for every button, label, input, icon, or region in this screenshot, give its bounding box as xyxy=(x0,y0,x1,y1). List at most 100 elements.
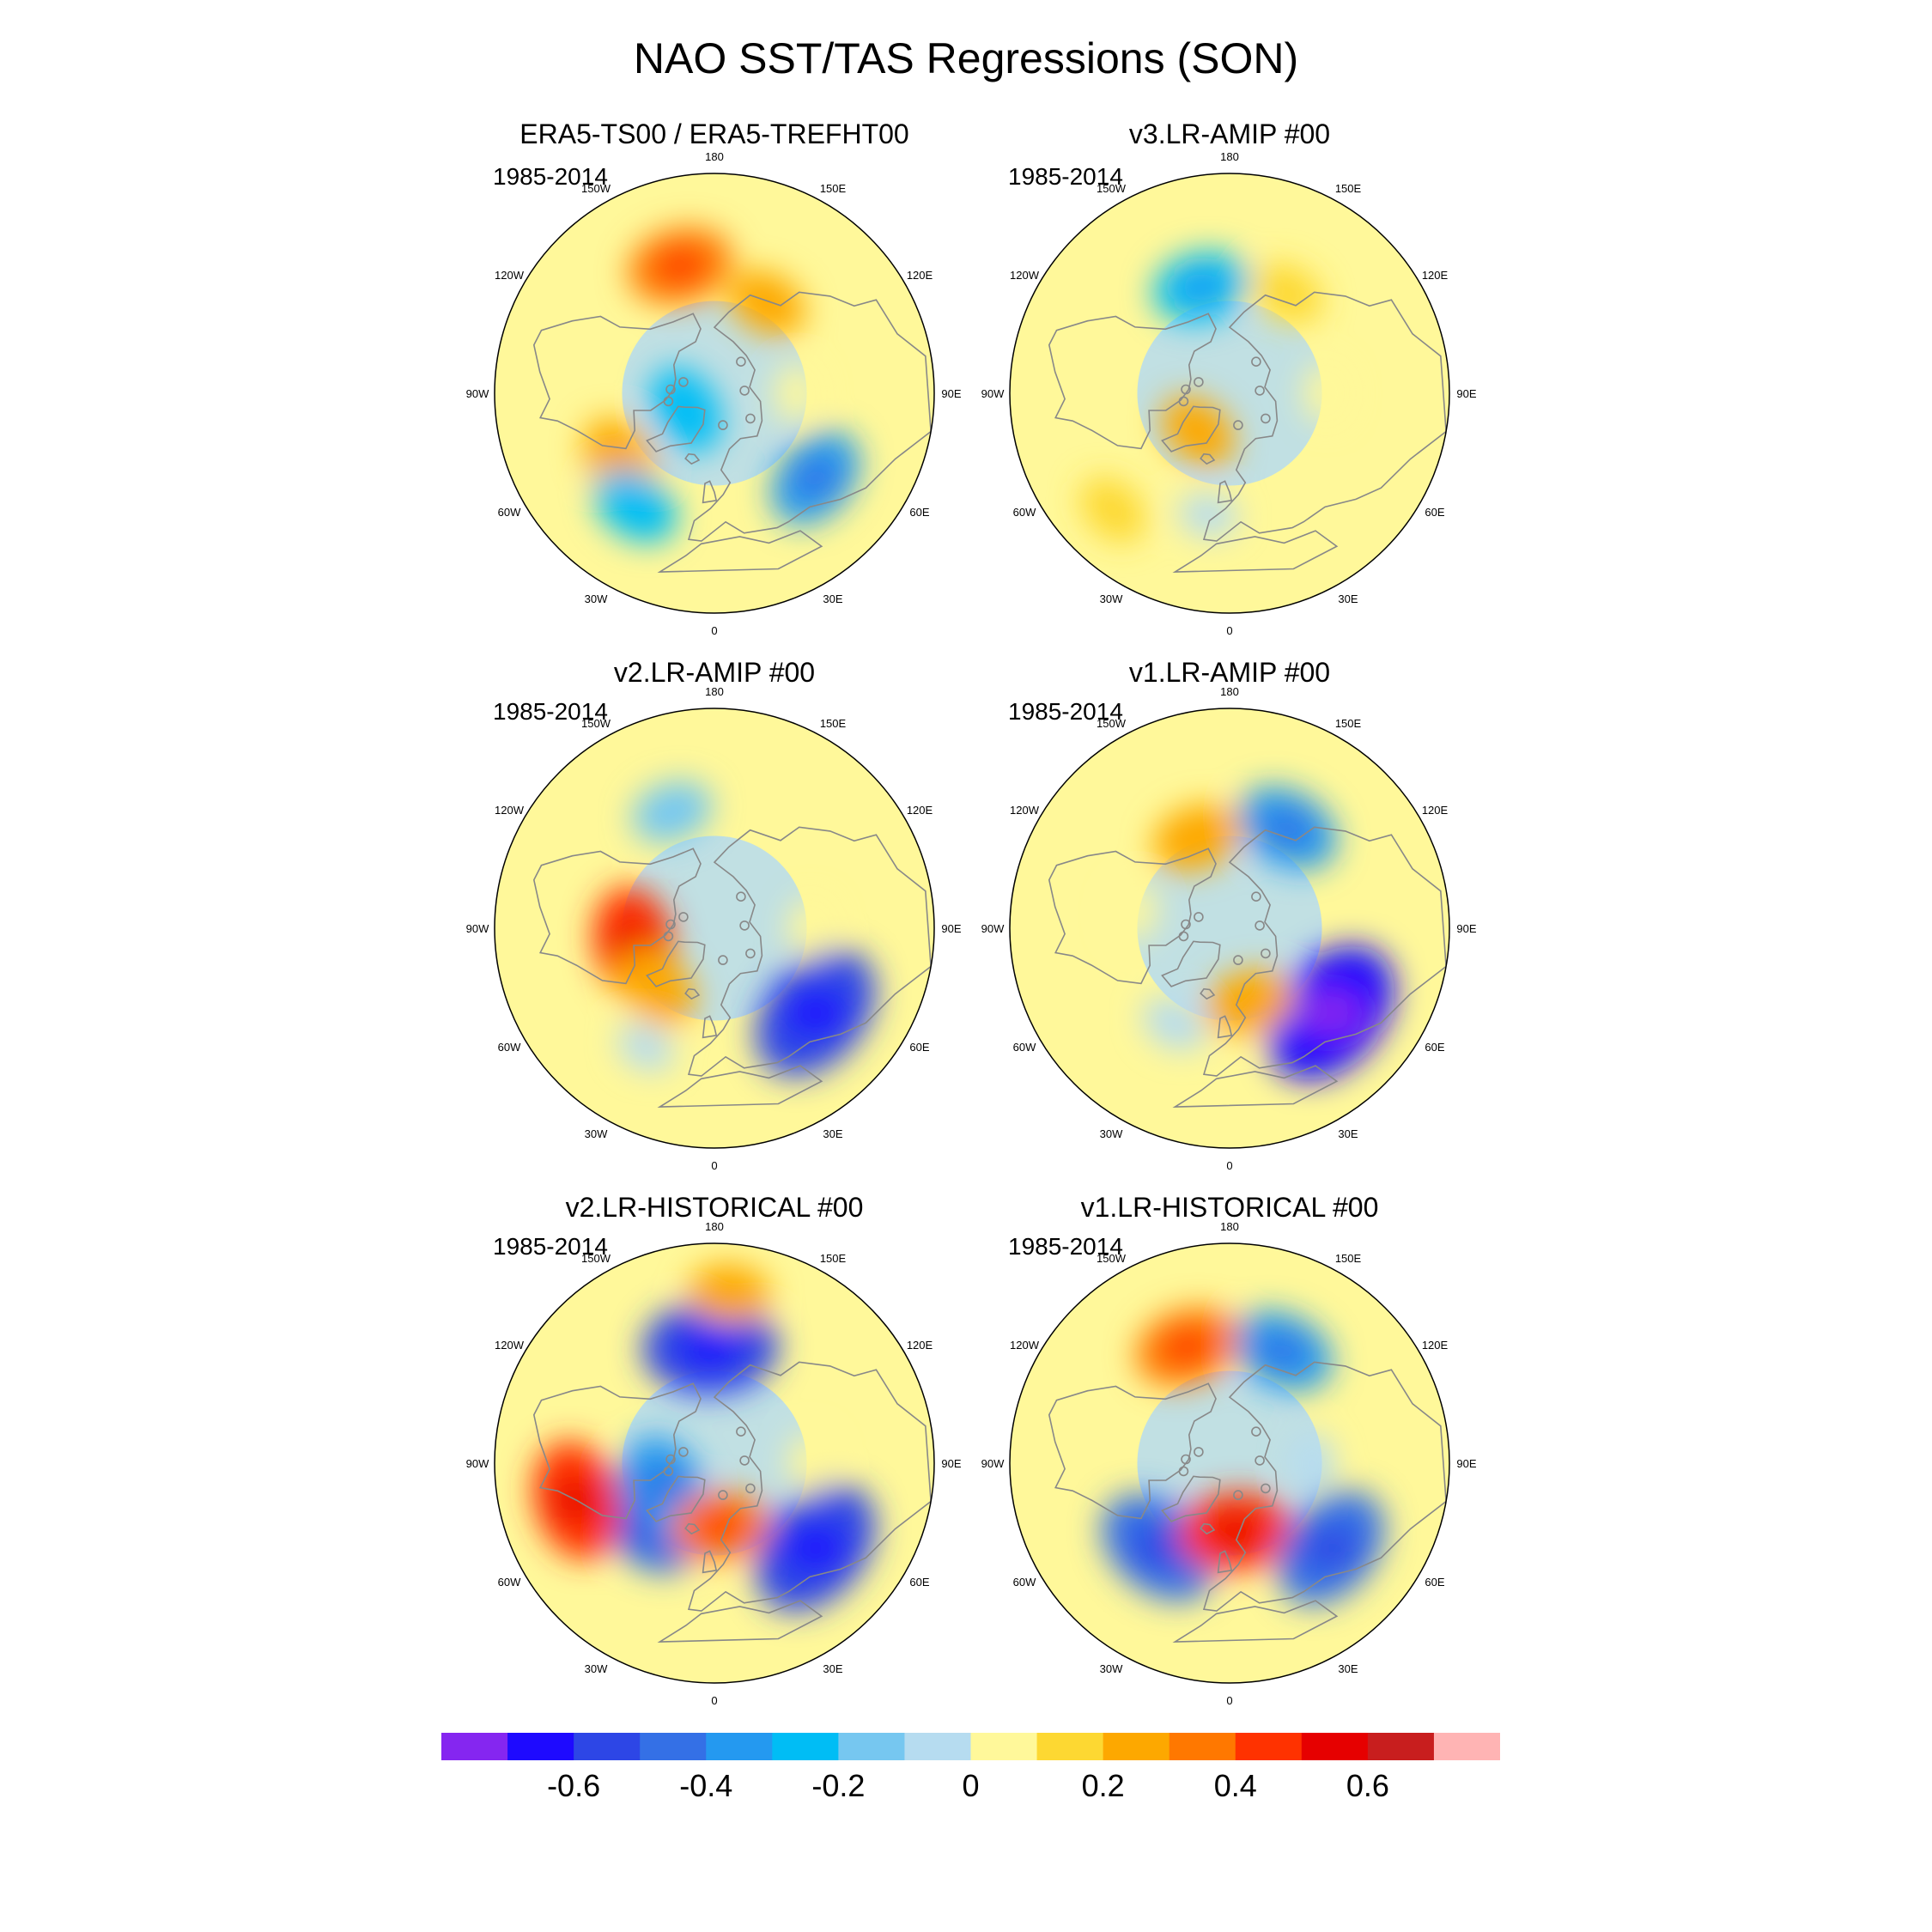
arctic-island xyxy=(1178,396,1189,407)
longitude-label: 150W xyxy=(1097,1252,1127,1265)
colorbar-swatch xyxy=(904,1733,972,1760)
longitude-label: 150E xyxy=(820,182,847,195)
coastlines xyxy=(1048,1361,1447,1643)
panel-period: 1985-2014 xyxy=(493,698,608,725)
colorbar-swatch xyxy=(1433,1733,1500,1760)
anomaly-north-pacific xyxy=(1152,804,1241,872)
coastline-africa-north xyxy=(657,530,823,573)
arctic-field xyxy=(622,301,807,486)
longitude-label: 120E xyxy=(1422,804,1449,817)
anomaly-core-north-pacific-east xyxy=(1163,1330,1212,1364)
coastline-iceland xyxy=(1200,987,1216,1000)
arctic-island xyxy=(1181,919,1191,930)
longitude-label: 180 xyxy=(705,685,724,698)
longitude-label: 60E xyxy=(1425,506,1444,519)
map-border xyxy=(1009,173,1450,614)
anomaly-core-east-siberia xyxy=(1263,811,1311,845)
anomaly-north-atlantic xyxy=(1143,996,1206,1051)
longitude-label: 30W xyxy=(585,1127,608,1140)
coastline-eurasia xyxy=(687,1361,932,1612)
longitude-label: 90E xyxy=(941,387,961,400)
panel-title: v3.LR-AMIP #00 xyxy=(1128,118,1331,149)
arctic-island xyxy=(1261,948,1271,959)
longitude-label: 150W xyxy=(581,1252,611,1265)
coastline-africa-north xyxy=(657,1065,823,1108)
longitude-label: 90W xyxy=(466,922,489,935)
longitude-label: 90E xyxy=(1456,387,1476,400)
longitude-label: 150E xyxy=(1335,182,1362,195)
arctic-island xyxy=(1194,912,1204,922)
anomaly-core-norwegian-sea xyxy=(697,1510,743,1542)
arctic-island xyxy=(1251,356,1261,368)
arctic-island xyxy=(736,891,746,902)
anomaly-canada xyxy=(1113,882,1157,941)
longitude-label: 60E xyxy=(1425,1041,1444,1054)
colorbar-swatch xyxy=(1367,1733,1435,1760)
longitude-label: 0 xyxy=(1226,1159,1232,1172)
coastline-greenland xyxy=(1161,405,1221,453)
longitude-label: 120E xyxy=(907,804,933,817)
longitude-label: 0 xyxy=(711,1694,717,1707)
colorbar-swatch xyxy=(1103,1733,1170,1760)
anomaly-core-norwegian-sea xyxy=(1210,1514,1261,1550)
coastline-uk xyxy=(702,480,718,504)
longitude-label: 150E xyxy=(1335,717,1362,730)
longitude-label: 180 xyxy=(1220,685,1239,698)
arctic-island xyxy=(663,931,674,942)
anomaly-north-pacific xyxy=(632,781,713,843)
panel-period: 1985-2014 xyxy=(493,1233,608,1260)
longitude-label: 60E xyxy=(909,1576,929,1589)
coastline-eurasia xyxy=(1202,1361,1447,1612)
map-border xyxy=(1009,708,1450,1149)
longitude-label: 30E xyxy=(823,1127,842,1140)
anomaly-core-caspian xyxy=(792,461,840,495)
colorbar: -0.6 -0.4 -0.2 0 0.2 0.4 0.6 xyxy=(441,1733,1500,1803)
longitude-label: 120W xyxy=(495,269,525,282)
coastline-africa-north xyxy=(1172,1600,1339,1643)
arctic-island xyxy=(665,1454,676,1465)
coastline-north-america xyxy=(532,848,702,985)
longitude-label: 60W xyxy=(1013,1041,1036,1054)
anomaly-east-atlantic xyxy=(1178,493,1238,538)
arctic-island xyxy=(1181,384,1191,395)
map-border xyxy=(494,1242,935,1684)
coastline-iceland xyxy=(1200,1522,1216,1535)
anomaly-eurasia xyxy=(1291,1433,1334,1493)
anomaly-okhotsk xyxy=(1252,264,1322,324)
anomaly-core-caspian xyxy=(1296,989,1365,1037)
longitude-label: 120E xyxy=(1422,1339,1449,1352)
coastline-north-america xyxy=(532,313,702,450)
coastline-greenland xyxy=(646,940,706,987)
anomaly-subtropical-pacific xyxy=(688,1264,771,1323)
panel-title: v2.LR-HISTORICAL #00 xyxy=(565,1192,864,1223)
coastlines xyxy=(1048,826,1447,1108)
longitude-label: 30W xyxy=(585,592,608,605)
longitude-label: 120E xyxy=(907,1339,933,1352)
longitude-label: 60W xyxy=(498,1576,521,1589)
longitude-label: 60E xyxy=(909,506,929,519)
longitude-label: 60W xyxy=(1013,1576,1036,1589)
longitude-label: 0 xyxy=(711,624,717,637)
longitude-label: 120W xyxy=(495,804,525,817)
coastline-north-america xyxy=(1048,1382,1217,1520)
coastline-eurasia xyxy=(687,826,932,1077)
coastlines xyxy=(532,1361,932,1643)
panel-v3-lr-amip: v3.LR-AMIP #00 1985-2014 180 150E 120E 90E 60E… xyxy=(963,118,1496,653)
longitude-label: 30W xyxy=(585,1662,608,1675)
colorbar-swatch xyxy=(574,1733,641,1760)
colorbar-swatch xyxy=(838,1733,906,1760)
arctic-island xyxy=(1178,931,1189,942)
longitude-label: 90E xyxy=(1456,922,1476,935)
panel-title: v1.LR-AMIP #00 xyxy=(1128,657,1331,688)
arctic-island xyxy=(665,384,676,395)
panel-era5: ERA5-TS00 / ERA5-TREFHT00 1985-2014 180 150… xyxy=(448,118,981,653)
coastline-iceland xyxy=(684,1522,701,1535)
anomaly-gulf-stream xyxy=(594,469,677,543)
colorbar-tick-label: -0.6 xyxy=(547,1768,600,1803)
coastlines xyxy=(532,826,932,1108)
arctic-island xyxy=(736,1426,746,1437)
arctic-island xyxy=(1233,420,1243,430)
coastline-north-america xyxy=(532,1382,702,1520)
arctic-island xyxy=(739,386,750,396)
colorbar-tick-label: 0.4 xyxy=(1214,1768,1257,1803)
